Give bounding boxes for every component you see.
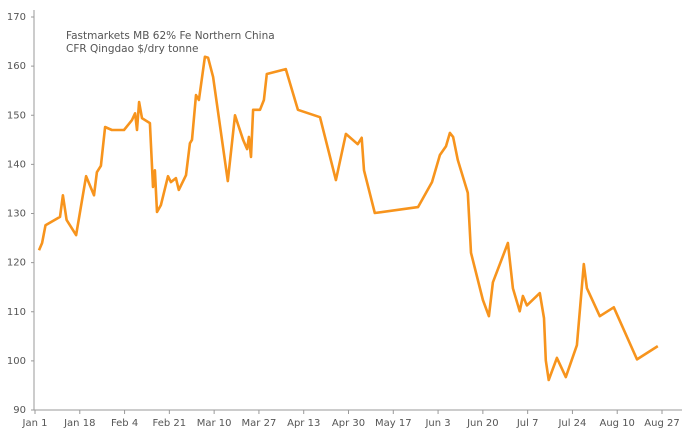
x-tick-label: Jul 24 — [557, 418, 586, 429]
x-tick-label: Mar 10 — [197, 418, 232, 429]
y-tick-label: 100 — [7, 356, 26, 367]
y-tick-label: 130 — [7, 209, 26, 220]
chart-title: Fastmarkets MB 62% Fe Northern China — [66, 30, 275, 42]
x-tick-label: Jan 18 — [63, 418, 95, 429]
x-tick-label: Feb 4 — [111, 418, 138, 429]
x-tick-label: Jan 1 — [22, 418, 48, 429]
chart-title: CFR Qingdao $/dry tonne — [66, 43, 198, 55]
x-tick-label: Jun 3 — [424, 418, 450, 429]
x-tick-label: May 17 — [375, 418, 412, 429]
price-line — [37, 55, 659, 382]
y-tick-label: 120 — [7, 258, 26, 269]
x-tick-label: Jun 20 — [466, 418, 499, 429]
y-tick-label: 90 — [13, 405, 26, 416]
x-tick-label: Aug 27 — [644, 418, 679, 429]
y-tick-label: 170 — [7, 12, 26, 23]
y-tick-label: 110 — [7, 307, 26, 318]
x-tick-label: Jul 7 — [516, 418, 539, 429]
x-tick-label: Apr 13 — [287, 418, 320, 429]
x-tick-label: Feb 21 — [153, 418, 187, 429]
x-tick-label: Aug 10 — [599, 418, 634, 429]
y-tick-label: 150 — [7, 110, 26, 121]
y-tick-label: 160 — [7, 61, 26, 72]
y-tick-label: 140 — [7, 159, 26, 170]
x-tick-label: Apr 30 — [332, 418, 365, 429]
x-tick-label: Mar 27 — [242, 418, 277, 429]
